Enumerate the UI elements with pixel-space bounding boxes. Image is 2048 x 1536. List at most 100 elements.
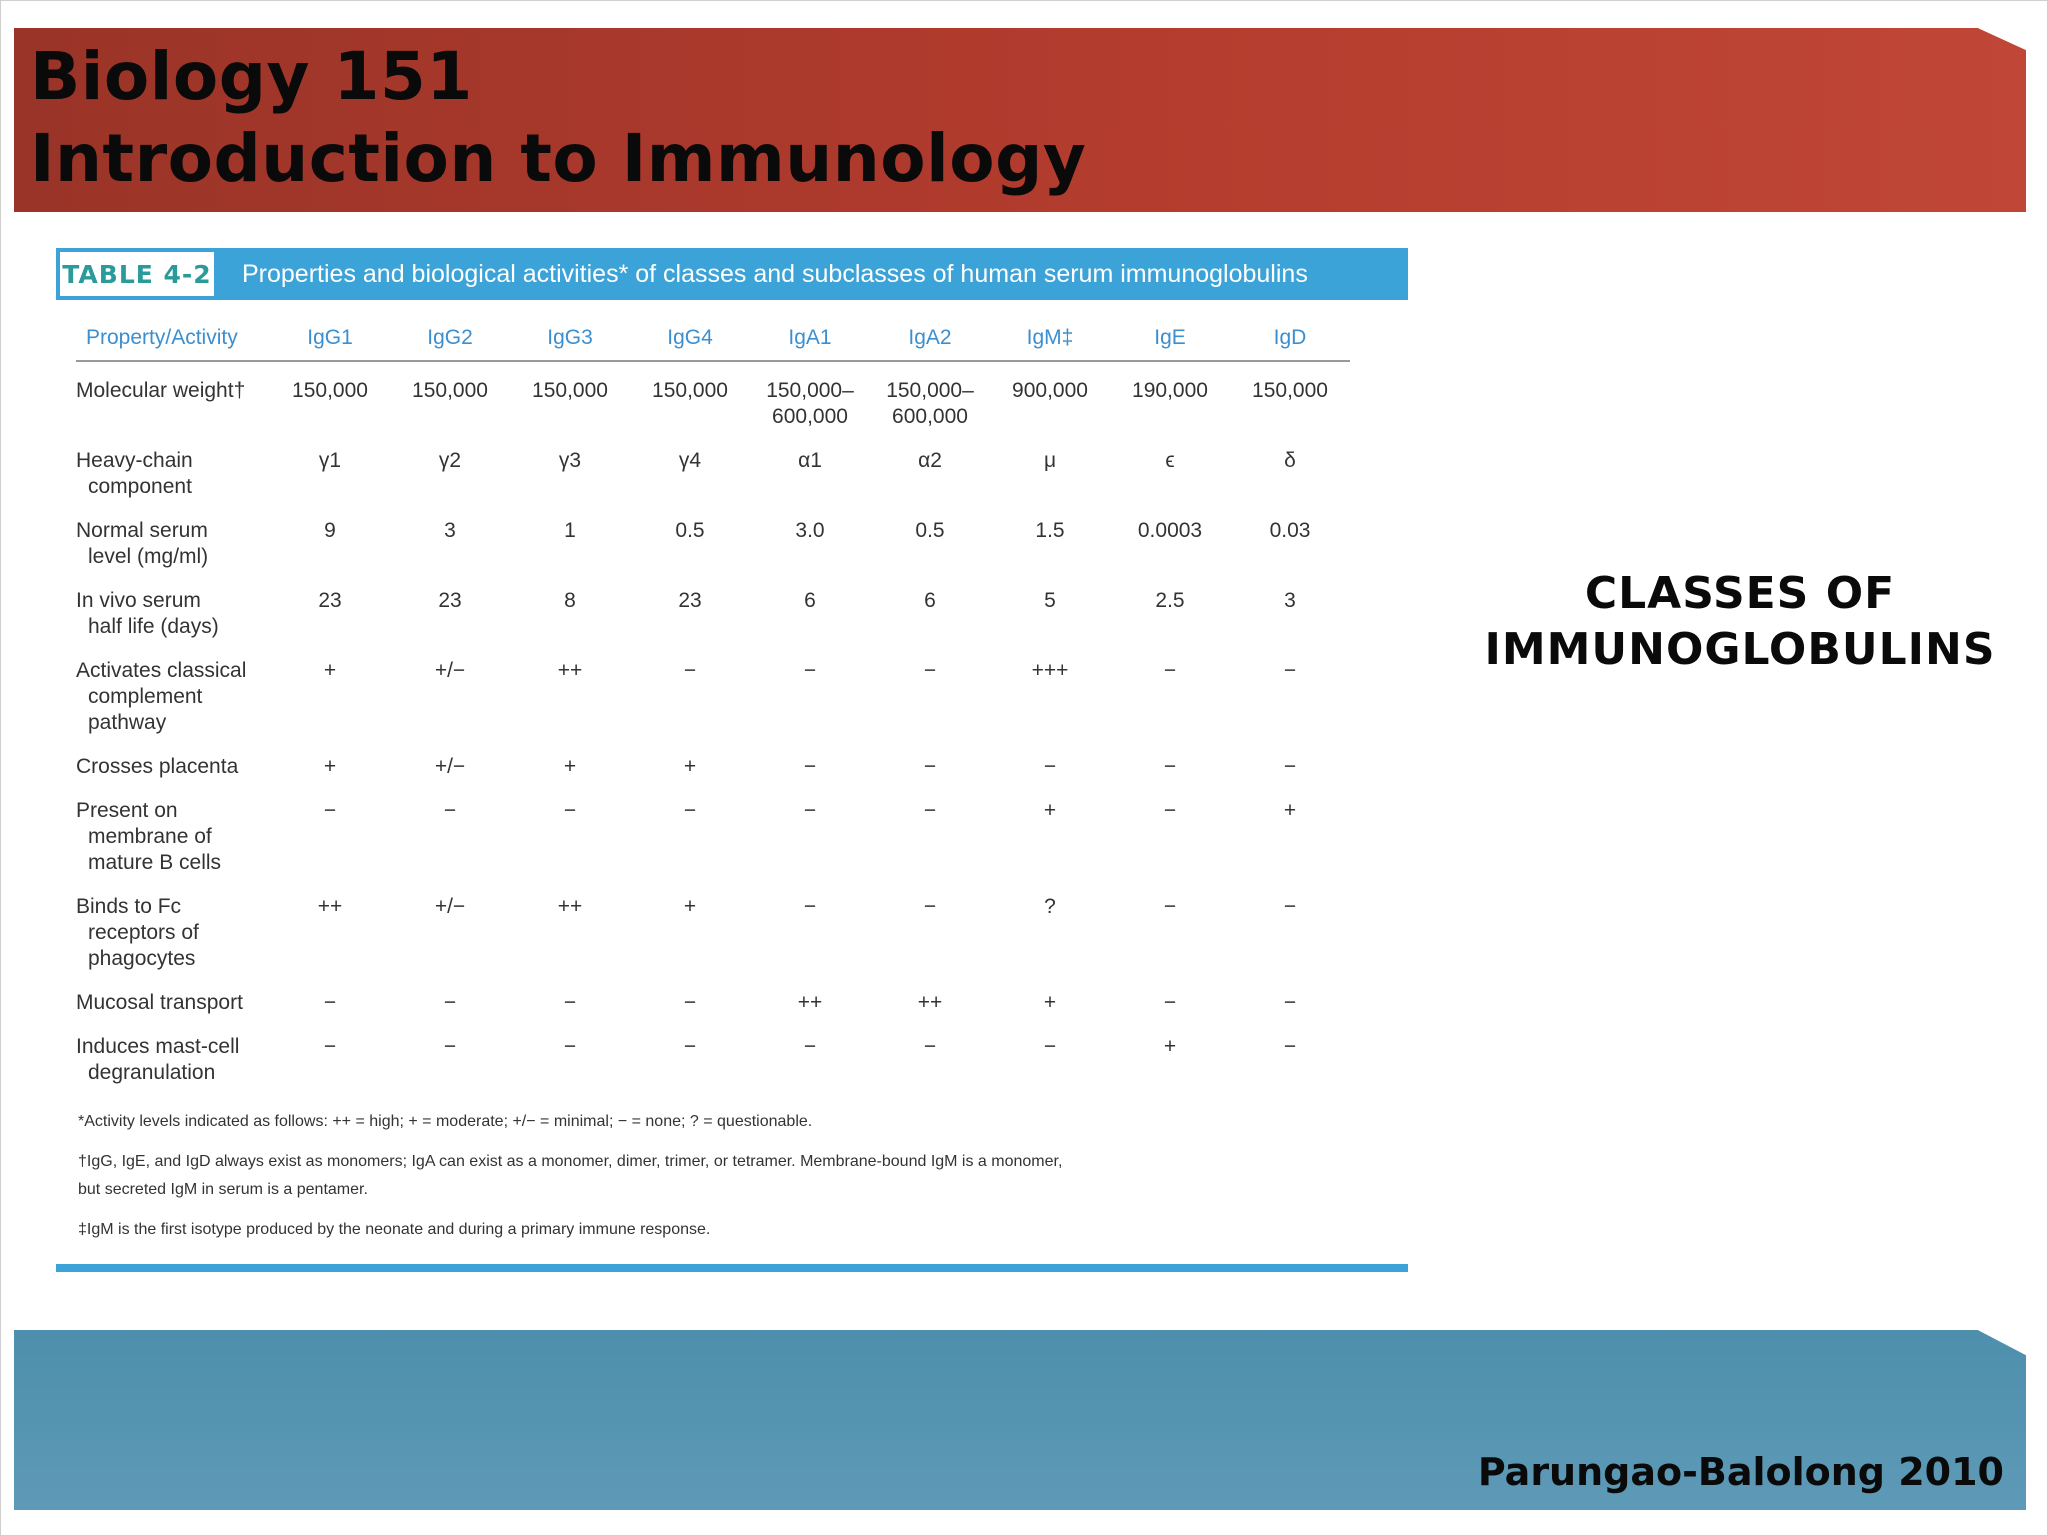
column-header: IgG4 (630, 318, 750, 362)
property-label-continued: membrane of mature B cells (88, 825, 222, 874)
table-body: Molecular weight† 150,000 150,000 150,000 15… (76, 361, 1350, 1094)
table-row: In vivo serum half life (days) 23 23 8 23 6 6 5 2… (76, 578, 1350, 648)
table-caption: Properties and biological activities* of… (242, 260, 1308, 288)
property-cell: Induces mast-cell degranulation (76, 1024, 270, 1094)
footer-banner (14, 1330, 2026, 1510)
value-cell: ϵ (1165, 449, 1175, 472)
value-cell: − (923, 755, 937, 778)
footnote-igm-isotype: ‡IgM is the first isotype produced by th… (78, 1221, 711, 1238)
value-cell: +/− (434, 659, 466, 682)
table-row: Molecular weight† 150,000 150,000 150,000 15… (76, 361, 1350, 438)
value-cell: 3.0 (795, 519, 825, 542)
value-cell: + (1043, 991, 1057, 1014)
value-cell: 150,000– 600,000 (886, 379, 974, 428)
table-row: Binds to Fc receptors of phagocytes ++ +/− +… (76, 884, 1350, 980)
value-cell: α2 (918, 449, 942, 472)
footnote-activity-levels: *Activity levels indicated as follows: +… (78, 1113, 813, 1130)
table-row: Crosses placenta + +/− + + − − − − − (76, 744, 1350, 788)
value-cell: ++ (317, 895, 343, 918)
value-cell: − (1043, 1035, 1057, 1058)
value-cell: − (443, 1035, 457, 1058)
value-cell: − (443, 799, 457, 822)
property-cell: Crosses placenta (76, 744, 270, 788)
table-figure: TABLE 4-2 Properties and biological acti… (56, 248, 1408, 1256)
topic-line-2: IMMUNOGLOBULINS (1484, 624, 1996, 675)
column-header: IgD (1230, 318, 1350, 362)
value-cell: − (683, 1035, 697, 1058)
value-cell: 150,000 (652, 379, 728, 402)
value-cell: 23 (318, 589, 342, 612)
column-header: IgA2 (870, 318, 990, 362)
property-label: Activates classical (76, 659, 247, 682)
value-cell: − (1163, 991, 1177, 1014)
value-cell: ++ (557, 659, 583, 682)
value-cell: 1 (564, 519, 576, 542)
value-cell: + (1283, 799, 1297, 822)
value-cell: − (563, 1035, 577, 1058)
table-row: Normal serum level (mg/ml) 9 3 1 0.5 3.0 0.5 1.5… (76, 508, 1350, 578)
value-cell: γ4 (678, 449, 702, 472)
value-cell: 150,000 (292, 379, 368, 402)
author-credit: Parungao-Balolong 2010 (1477, 1450, 2004, 1494)
value-cell: + (683, 755, 697, 778)
table-row: Activates classical complement pathway + +/… (76, 648, 1350, 744)
value-cell: +/− (434, 755, 466, 778)
value-cell: 190,000 (1132, 379, 1208, 402)
course-code: Biology 151 (30, 38, 473, 115)
property-cell: Molecular weight† (76, 361, 270, 438)
property-label-continued: complement pathway (88, 685, 203, 734)
property-label-continued: degranulation (88, 1061, 216, 1084)
value-cell: γ2 (438, 449, 462, 472)
value-cell: 3 (444, 519, 456, 542)
property-cell: Activates classical complement pathway (76, 648, 270, 744)
value-cell: +/− (434, 895, 466, 918)
topic-line-1: CLASSES OF (1584, 568, 1896, 619)
value-cell: + (1163, 1035, 1177, 1058)
property-label: Crosses placenta (76, 755, 239, 778)
property-label-continued: component (88, 475, 192, 498)
value-cell: 23 (438, 589, 462, 612)
slide-title: Biology 151 Introduction to Immunology (30, 36, 1086, 200)
value-cell: +++ (1031, 659, 1069, 682)
value-cell: − (683, 991, 697, 1014)
value-cell: − (683, 659, 697, 682)
value-cell: ++ (797, 991, 823, 1014)
value-cell: − (1283, 755, 1297, 778)
property-cell: Heavy-chain component (76, 438, 270, 508)
value-cell: γ1 (318, 449, 342, 472)
value-cell: − (803, 659, 817, 682)
value-cell: − (1283, 1035, 1297, 1058)
value-cell: 150,000 (532, 379, 608, 402)
column-header-property: Property/Activity (76, 318, 270, 362)
property-label-continued: level (mg/ml) (88, 545, 209, 568)
value-cell: − (563, 799, 577, 822)
value-cell: 6 (924, 589, 936, 612)
value-cell: − (1043, 755, 1057, 778)
property-label: In vivo serum (76, 589, 201, 612)
property-label: Molecular weight† (76, 379, 246, 402)
value-cell: 900,000 (1012, 379, 1088, 402)
value-cell: − (1283, 895, 1297, 918)
value-cell: − (803, 1035, 817, 1058)
immunoglobulin-table: Property/Activity IgG1 IgG2 IgG3 IgG4 IgA1 IgA… (76, 318, 1350, 1094)
property-cell: Mucosal transport (76, 980, 270, 1024)
value-cell: − (1283, 991, 1297, 1014)
property-cell: Normal serum level (mg/ml) (76, 508, 270, 578)
value-cell: 0.5 (675, 519, 705, 542)
property-label-continued: receptors of phagocytes (88, 921, 199, 970)
value-cell: 0.03 (1269, 519, 1311, 542)
value-cell: 1.5 (1035, 519, 1065, 542)
value-cell: + (683, 895, 697, 918)
value-cell: 3 (1284, 589, 1296, 612)
value-cell: − (803, 799, 817, 822)
value-cell: 150,000– 600,000 (766, 379, 854, 428)
value-cell: + (563, 755, 577, 778)
slide-topic: CLASSES OF IMMUNOGLOBULINS (1460, 566, 2020, 678)
value-cell: − (803, 895, 817, 918)
value-cell: − (1163, 895, 1177, 918)
column-header: IgG1 (270, 318, 390, 362)
column-header: IgM‡ (990, 318, 1110, 362)
property-label: Heavy-chain (76, 449, 193, 472)
value-cell: α1 (798, 449, 822, 472)
value-cell: γ3 (558, 449, 582, 472)
